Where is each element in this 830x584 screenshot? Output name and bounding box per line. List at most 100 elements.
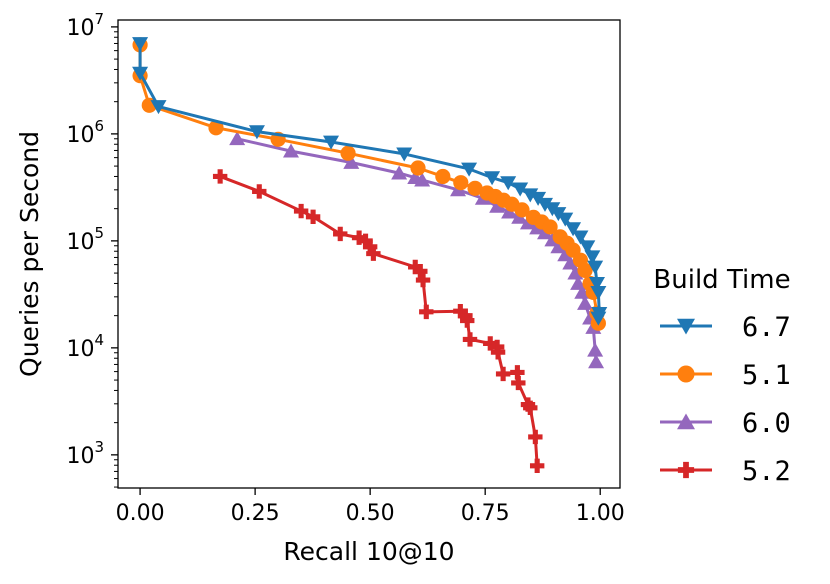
data-point — [340, 145, 356, 161]
x-tick-label: 0.00 — [116, 501, 165, 526]
data-point — [512, 182, 529, 197]
ticks: 0.00 0.25 0.50 0.75 1.00 103 104 105 106 107 — [66, 10, 624, 526]
data-point — [557, 212, 574, 227]
data-point — [484, 171, 501, 186]
y-tick-exponent: 4 — [94, 331, 104, 349]
data-point — [495, 366, 511, 382]
legend-marker-plus-icon — [677, 461, 695, 479]
y-tick-label: 104 — [66, 331, 104, 362]
y-tick-label: 106 — [66, 117, 104, 148]
data-point — [528, 429, 543, 445]
data-point — [588, 354, 605, 369]
data-point — [522, 188, 539, 203]
data-point — [366, 246, 381, 261]
series-line — [138, 44, 600, 324]
data-point — [562, 255, 579, 270]
data-point — [579, 240, 596, 255]
y-tick-label: 103 — [66, 438, 104, 469]
y-tick-exponent: 7 — [94, 10, 104, 28]
data-point — [577, 295, 594, 310]
data-point — [550, 239, 567, 254]
data-point — [590, 285, 607, 300]
legend-entry-5-2: 5.2 — [660, 456, 791, 487]
legend-entry-6-0: 6.0 — [660, 408, 791, 439]
x-axis-label: Recall 10@10 — [283, 537, 454, 566]
data-point — [574, 284, 591, 299]
y-axis-label: Queries per Second — [15, 131, 44, 377]
legend-label: 5.2 — [742, 456, 791, 487]
series-6-7 — [132, 37, 608, 326]
data-point — [435, 168, 451, 185]
data-point — [252, 184, 267, 199]
legend-entry-6-7: 6.7 — [660, 312, 791, 343]
data-point — [333, 226, 348, 242]
data-point — [572, 230, 589, 245]
data-point — [489, 198, 506, 213]
legend-label: 6.7 — [742, 312, 791, 343]
data-point — [453, 304, 468, 319]
data-point — [212, 169, 228, 184]
axes-frame — [117, 19, 621, 489]
data-point — [577, 262, 593, 278]
legend-marker-triangle-up-icon — [677, 413, 695, 430]
data-point — [229, 131, 246, 146]
data-point — [461, 162, 478, 177]
y-tick-label: 107 — [66, 10, 104, 41]
data-point — [460, 313, 475, 328]
data-point — [414, 172, 431, 187]
data-point — [587, 342, 604, 357]
data-point — [542, 219, 558, 235]
series-5-2 — [212, 169, 545, 474]
series-5-1 — [132, 37, 606, 331]
data-point — [415, 272, 431, 288]
data-point — [248, 125, 265, 140]
data-point — [396, 147, 413, 162]
data-point — [500, 176, 517, 191]
x-tick-label: 0.75 — [461, 501, 510, 526]
data-point — [529, 458, 545, 474]
data-point — [293, 203, 309, 219]
legend-label: 6.0 — [742, 408, 791, 439]
data-point — [351, 230, 367, 245]
data-point — [419, 304, 434, 320]
plot-area — [132, 37, 608, 474]
data-point — [362, 239, 378, 255]
data-point — [283, 143, 300, 158]
data-point — [483, 336, 498, 351]
data-point — [358, 233, 373, 249]
data-point — [511, 375, 526, 391]
data-point — [588, 277, 605, 292]
data-point — [584, 250, 601, 265]
data-point — [514, 202, 530, 218]
data-point — [132, 66, 149, 81]
y-tick-label: 105 — [66, 224, 104, 255]
legend: Build Time 6.7 5.1 6.0 5.2 — [653, 265, 790, 487]
data-point — [536, 197, 553, 212]
y-tick-exponent: 5 — [94, 224, 104, 242]
data-point — [462, 332, 478, 347]
legend-label: 5.1 — [742, 360, 791, 391]
data-point — [567, 265, 584, 280]
data-point — [523, 400, 538, 416]
x-tick-label: 0.25 — [231, 501, 280, 526]
legend-marker-triangle-down-icon — [677, 318, 695, 335]
series-line — [138, 43, 601, 319]
data-point — [408, 259, 423, 275]
data-point — [410, 160, 426, 176]
x-tick-label: 1.00 — [576, 501, 625, 526]
data-point — [453, 175, 469, 191]
data-point — [510, 365, 525, 380]
data-point — [150, 100, 167, 115]
data-point — [467, 180, 483, 196]
data-point — [413, 264, 428, 279]
data-point — [323, 135, 340, 150]
x-tick-label: 0.50 — [346, 501, 395, 526]
legend-title: Build Time — [653, 265, 790, 295]
y-tick-exponent: 6 — [94, 117, 104, 135]
data-point — [590, 311, 607, 326]
data-point — [132, 37, 149, 52]
data-point — [305, 209, 321, 224]
legend-entry-5-1: 5.1 — [660, 360, 791, 391]
data-point — [587, 260, 604, 275]
data-point — [391, 165, 408, 180]
